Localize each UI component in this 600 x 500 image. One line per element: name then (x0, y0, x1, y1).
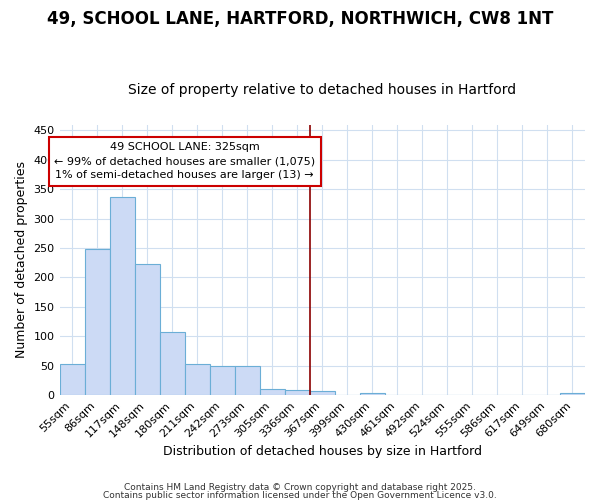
Bar (260, 389, 285, 395)
Bar (160, 332, 185, 395)
Title: Size of property relative to detached houses in Hartford: Size of property relative to detached ho… (128, 83, 517, 97)
Bar (110, 198, 134, 395)
Bar (285, 390, 310, 395)
Bar (59, 364, 85, 395)
Bar (85, 249, 110, 395)
Y-axis label: Number of detached properties: Number of detached properties (15, 162, 28, 358)
Text: 49, SCHOOL LANE, HARTFORD, NORTHWICH, CW8 1NT: 49, SCHOOL LANE, HARTFORD, NORTHWICH, CW… (47, 10, 553, 28)
Text: 49 SCHOOL LANE: 325sqm
← 99% of detached houses are smaller (1,075)
1% of semi-d: 49 SCHOOL LANE: 325sqm ← 99% of detached… (54, 142, 315, 180)
Bar (209, 366, 235, 395)
Bar (310, 391, 335, 395)
Text: Contains HM Land Registry data © Crown copyright and database right 2025.: Contains HM Land Registry data © Crown c… (124, 484, 476, 492)
Bar (560, 394, 585, 395)
Bar (185, 364, 209, 395)
Text: Contains public sector information licensed under the Open Government Licence v3: Contains public sector information licen… (103, 490, 497, 500)
X-axis label: Distribution of detached houses by size in Hartford: Distribution of detached houses by size … (163, 444, 482, 458)
Bar (360, 393, 385, 395)
Bar (134, 264, 160, 395)
Bar (235, 366, 260, 395)
